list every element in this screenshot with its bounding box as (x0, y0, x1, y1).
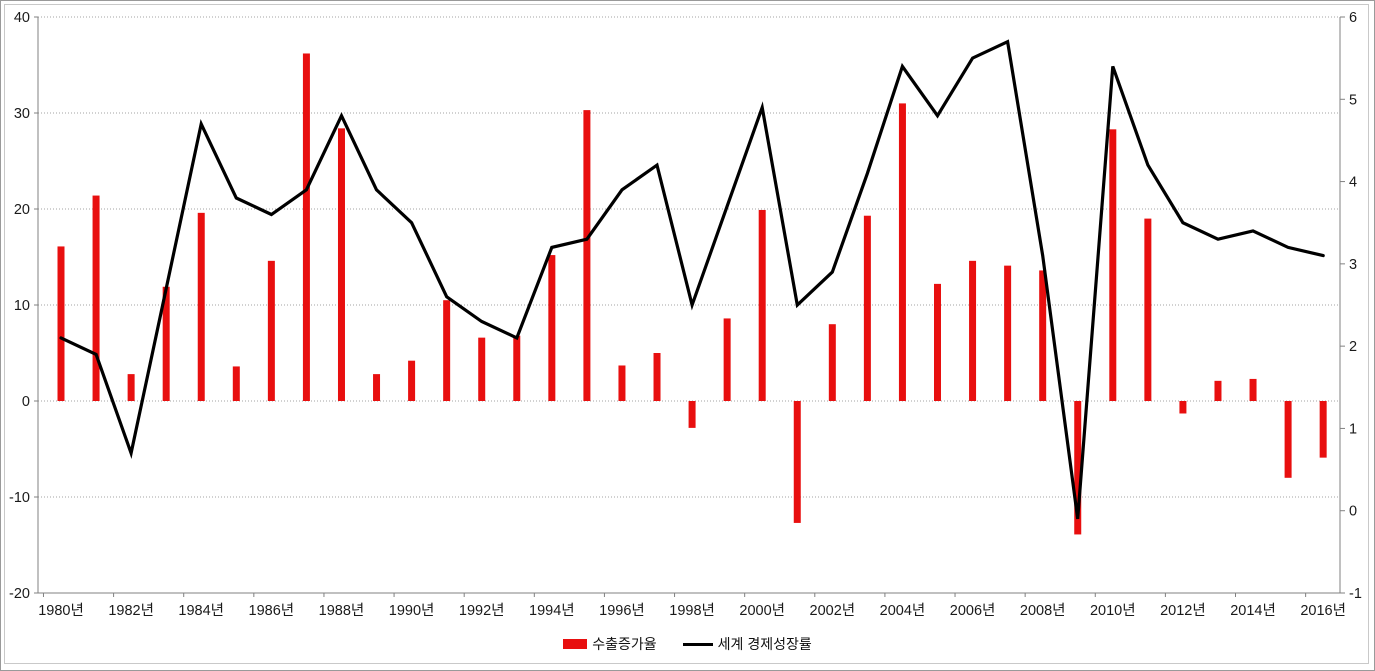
x-axis-label: 2010년 (1090, 602, 1136, 619)
bar-2009[interactable] (1074, 401, 1082, 535)
bar-2003[interactable] (863, 215, 871, 401)
legend-item-exports[interactable]: 수출증가율 (563, 634, 657, 654)
left-axis-label: -10 (9, 490, 30, 506)
bar-1994[interactable] (548, 255, 556, 401)
x-axis-label: 1980년 (38, 602, 84, 619)
bar-1989[interactable] (373, 374, 381, 401)
bar-1997[interactable] (653, 353, 661, 401)
bar-2015[interactable] (1284, 401, 1292, 478)
left-axis-label: 40 (14, 10, 30, 26)
x-axis-label: 2002년 (810, 602, 856, 619)
bar-2002[interactable] (828, 324, 836, 401)
x-axis-label: 2008년 (1020, 602, 1066, 619)
bar-2014[interactable] (1249, 378, 1257, 401)
left-axis-label: 10 (14, 298, 30, 314)
bar-1987[interactable] (302, 53, 310, 401)
right-axis-label: -1 (1349, 586, 1362, 602)
legend: 수출증가율 세계 경제성장률 (1, 634, 1374, 654)
bar-1982[interactable] (127, 374, 135, 401)
bar-1992[interactable] (478, 337, 486, 401)
bar-1993[interactable] (513, 335, 521, 401)
bar-1996[interactable] (618, 365, 626, 401)
right-axis-label: 5 (1349, 92, 1357, 108)
x-axis-label: 1994년 (529, 602, 575, 619)
x-axis-label: 1984년 (178, 602, 224, 619)
bar-2013[interactable] (1214, 380, 1222, 401)
world-growth-line[interactable] (59, 39, 1325, 520)
bar-1984[interactable] (197, 212, 205, 401)
x-axis-label: 1990년 (389, 602, 435, 619)
x-axis-label: 1986년 (249, 602, 295, 619)
x-axis-label: 1996년 (599, 602, 645, 619)
bar-2008[interactable] (1039, 270, 1047, 401)
bar-2006[interactable] (969, 260, 977, 401)
right-axis-label: 4 (1349, 175, 1357, 191)
bar-1980[interactable] (57, 246, 65, 401)
bar-2004[interactable] (898, 103, 906, 402)
legend-line-swatch-icon (682, 642, 713, 646)
bar-2005[interactable] (934, 283, 941, 401)
bar-1983[interactable] (162, 286, 170, 401)
legend-item-world-growth[interactable]: 세계 경제성장률 (682, 634, 812, 654)
bar-1988[interactable] (337, 128, 345, 402)
right-axis-label: 0 (1349, 504, 1357, 520)
right-axis-label: 1 (1349, 421, 1357, 437)
bar-2007[interactable] (1004, 265, 1012, 401)
x-axis-label: 2014년 (1230, 602, 1276, 619)
bar-1998[interactable] (688, 401, 696, 428)
legend-label-world-growth: 세계 경제성장률 (717, 636, 812, 652)
bar-2012[interactable] (1179, 401, 1187, 414)
bar-2011[interactable] (1144, 218, 1152, 401)
bar-2000[interactable] (758, 209, 766, 401)
bar-1985[interactable] (232, 366, 240, 401)
bar-2016[interactable] (1319, 401, 1327, 458)
legend-bar-swatch-icon (563, 639, 588, 649)
x-axis-label: 2004년 (880, 602, 926, 619)
right-axis-label: 6 (1349, 10, 1357, 26)
left-axis-label: 0 (22, 394, 30, 410)
bar-1986[interactable] (267, 260, 275, 401)
left-axis-label: 30 (14, 106, 30, 122)
x-axis-label: 1988년 (319, 602, 365, 619)
left-axis-label: -20 (9, 586, 30, 602)
x-axis-label: 1992년 (459, 602, 505, 619)
x-axis-label: 2016년 (1300, 602, 1346, 619)
bar-1995[interactable] (583, 110, 591, 402)
x-axis-label: 1982년 (108, 602, 154, 619)
bar-1981[interactable] (92, 195, 100, 401)
bar-1991[interactable] (443, 300, 451, 401)
x-axis-label: 1998년 (669, 602, 715, 619)
bar-2010[interactable] (1109, 129, 1117, 401)
right-axis-label: 2 (1349, 339, 1357, 355)
left-axis-label: 20 (14, 202, 30, 218)
bar-1999[interactable] (723, 318, 731, 401)
x-axis-label: 2012년 (1160, 602, 1206, 619)
x-axis-label: 2000년 (739, 602, 785, 619)
bar-1990[interactable] (408, 360, 416, 401)
right-axis-label: 3 (1349, 257, 1357, 273)
x-axis-label: 2006년 (950, 602, 996, 619)
bar-2001[interactable] (793, 401, 801, 523)
legend-label-exports: 수출증가율 (592, 636, 657, 652)
